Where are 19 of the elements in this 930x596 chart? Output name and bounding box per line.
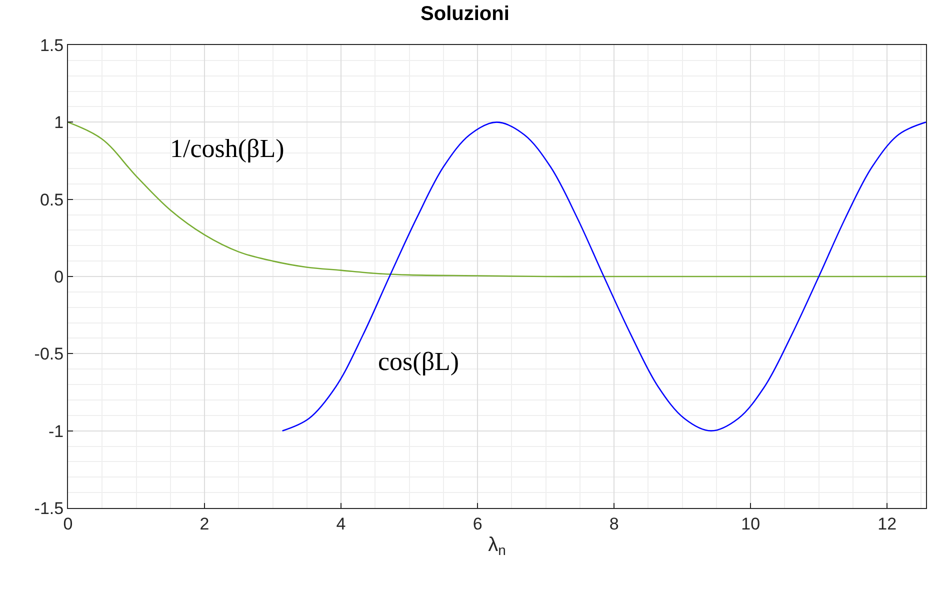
y-tick-label: 0.5 (40, 190, 64, 210)
y-tick-label: -1.5 (34, 498, 64, 518)
y-tick-label: -1 (48, 422, 64, 441)
y-tick-label: 1 (54, 113, 64, 132)
x-tick-label: 8 (609, 514, 619, 534)
line-series (68, 122, 926, 278)
x-tick-label: 10 (741, 514, 760, 534)
x-tick-label: 4 (336, 514, 346, 534)
y-tick-label: 0 (54, 267, 64, 286)
x-tick-label: 6 (472, 514, 482, 534)
series-label: 1/cosh(βL) (170, 134, 284, 163)
x-axis-title: λ$_{n}$ (488, 534, 506, 558)
chart-title: Soluzioni (420, 2, 510, 25)
x-tick-label: 2 (200, 514, 210, 534)
y-tick-label: -0.5 (34, 344, 64, 364)
series-label: cos(βL) (378, 347, 460, 376)
y-tick-label: 1.5 (40, 36, 64, 55)
line-series (282, 122, 926, 432)
x-tick-label: 12 (878, 514, 897, 534)
